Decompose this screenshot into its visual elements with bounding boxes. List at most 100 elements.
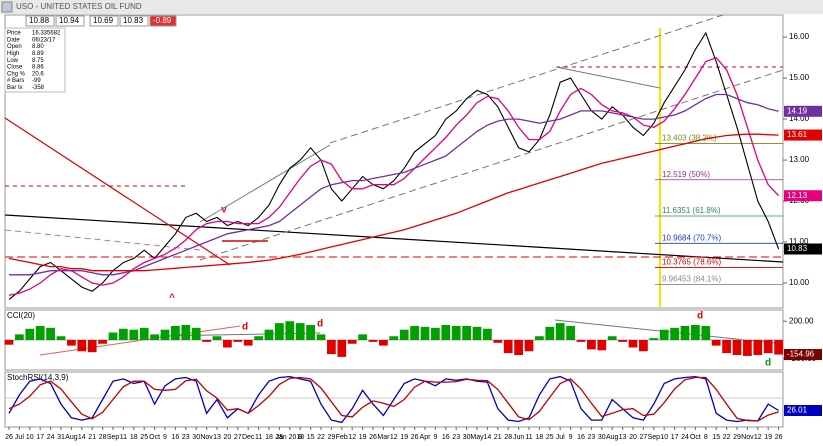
x-tick-label: 16 <box>442 434 450 441</box>
info-box <box>4 27 66 93</box>
y-tick-label: 200.00 <box>789 316 814 325</box>
bar <box>67 340 76 346</box>
y-tick-label: 11.00 <box>789 237 809 246</box>
x-tick-label: 11 <box>525 434 532 441</box>
info-value: -358 <box>32 85 45 91</box>
x-tick-label: 23 <box>452 434 460 441</box>
quote-change: -0.89 <box>153 16 172 25</box>
series-line <box>8 376 779 422</box>
x-tick-label: 19 <box>400 434 408 441</box>
bar <box>316 334 326 340</box>
last-value-box <box>784 404 822 416</box>
x-tick-label: 12 <box>348 434 356 441</box>
x-tick-label: 9 <box>163 434 167 441</box>
x-tick-label: 11 <box>120 434 127 441</box>
info-label: Low <box>7 58 19 64</box>
x-tick-label: Feb <box>336 434 348 441</box>
bar <box>618 340 627 342</box>
bar <box>555 323 565 340</box>
bar <box>410 325 419 340</box>
quote-open: 10.88 <box>29 16 50 25</box>
x-tick-label: 25 <box>140 434 148 441</box>
trendline <box>4 214 784 263</box>
x-tick-label: 10 <box>26 434 34 441</box>
bar <box>139 327 149 340</box>
bar <box>358 334 367 340</box>
annotation: d <box>317 319 323 330</box>
x-tick-label: 23 <box>588 434 596 441</box>
bar <box>691 325 700 340</box>
last-value-label: -154.96 <box>787 350 815 359</box>
fib-label: 11.6351 (61.8%) <box>662 206 721 215</box>
info-value: 16.335682 <box>32 31 61 37</box>
x-tick-label: 18 <box>130 434 138 441</box>
info-label: Price <box>7 31 21 37</box>
info-label: Open <box>7 44 22 50</box>
last-value-box <box>784 349 822 361</box>
series-line <box>8 56 780 296</box>
bar <box>337 340 347 357</box>
bar <box>306 325 315 340</box>
bar <box>77 340 87 352</box>
bar <box>503 340 513 354</box>
x-tick-label: 19 <box>359 434 367 441</box>
bar <box>524 340 534 352</box>
x-tick-label: 30 <box>192 434 200 441</box>
toolbar-icon[interactable] <box>1 1 13 13</box>
y-tick-label: 13.00 <box>789 155 810 164</box>
last-value-box <box>784 243 822 255</box>
info-label: Close <box>7 65 23 71</box>
info-value: 8.75 <box>32 58 44 64</box>
x-tick-label: Dec <box>242 434 255 441</box>
x-tick-label: Nov <box>200 434 213 441</box>
bar <box>285 321 295 340</box>
symbol-title: USO - UNITED STATES OIL FUND <box>16 2 142 11</box>
x-tick-label: 10 <box>660 434 668 441</box>
x-tick-label: 26 <box>5 434 13 441</box>
last-value-label: 10.83 <box>787 244 808 253</box>
series-line <box>8 375 779 424</box>
fib-label: 10.9684 (70.7%) <box>662 233 721 242</box>
x-tick-label: Oct <box>690 434 701 441</box>
x-tick-label: 26 <box>369 434 377 441</box>
bar <box>160 329 170 340</box>
x-tick-label: 22 <box>317 434 325 441</box>
quote-low: 10.69 <box>93 16 114 25</box>
info-value: 8.86 <box>32 65 44 71</box>
annotation: v <box>221 205 227 216</box>
x-tick-label: 28 <box>504 434 512 441</box>
bar <box>493 340 503 343</box>
series-line <box>8 133 779 272</box>
bar <box>223 340 232 348</box>
quote-boxes: 10.88 10.94 10.69 10.83 -0.89 <box>25 15 177 27</box>
x-tick-label: 22 <box>723 434 731 441</box>
quote-box <box>55 15 85 27</box>
bar <box>275 323 284 340</box>
x-tick-label: 24 <box>681 434 689 441</box>
x-tick-label: 12 <box>754 434 762 441</box>
bar <box>576 340 586 342</box>
bar <box>743 340 752 356</box>
x-tick-label: 18 <box>265 434 273 441</box>
channel-line <box>555 66 661 89</box>
bar <box>628 340 638 348</box>
annotation: ^ <box>169 293 175 304</box>
fib-label: 13.403 (38.2%) <box>662 134 717 143</box>
bar <box>451 325 461 340</box>
bar <box>462 325 471 340</box>
annotation: d <box>697 311 703 322</box>
x-tick-label: 15 <box>712 434 720 441</box>
bar <box>545 326 555 340</box>
bar <box>119 328 128 340</box>
bar <box>87 340 97 353</box>
x-tick-label: 11 <box>255 434 262 441</box>
bar <box>4 340 14 345</box>
channel-line <box>4 229 201 251</box>
bar <box>46 327 55 340</box>
bar <box>327 340 336 355</box>
bar <box>295 323 305 340</box>
info-value: -99 <box>32 78 41 84</box>
info-value: 20.6 <box>32 71 44 77</box>
x-tick-label: Mar <box>377 434 390 441</box>
bar <box>753 340 763 355</box>
